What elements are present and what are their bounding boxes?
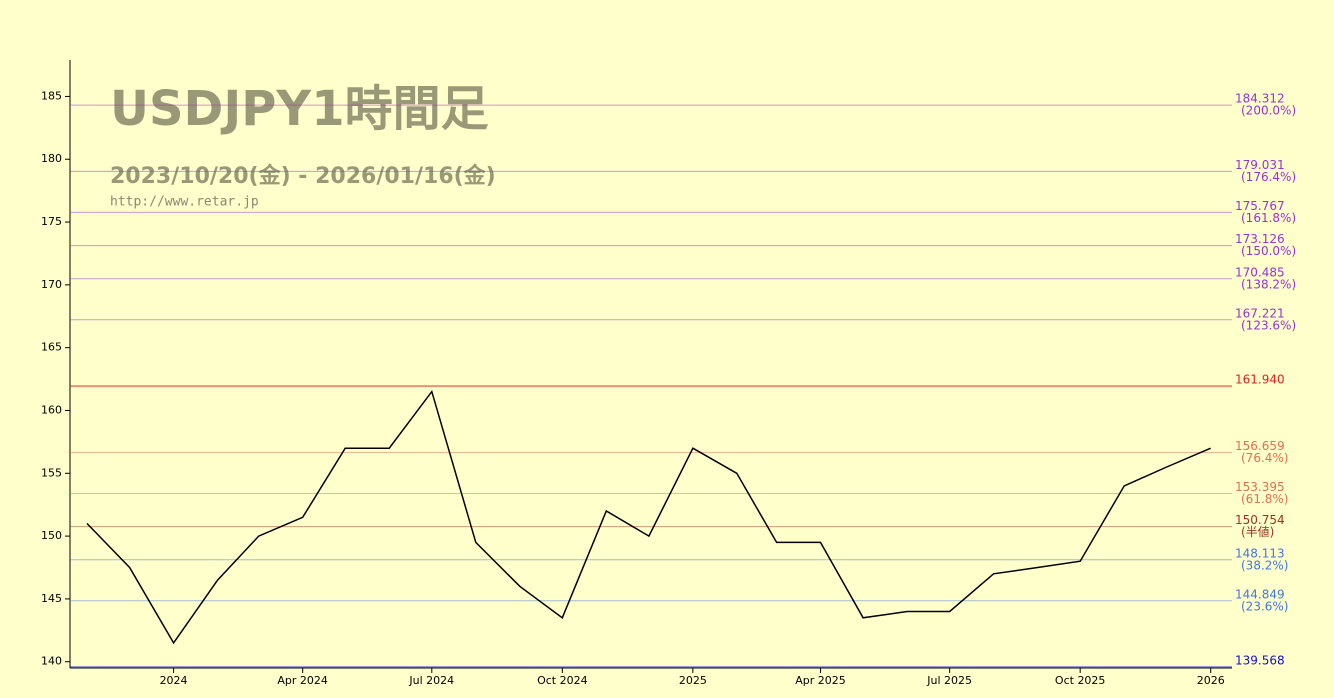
y-tick-label: 165	[41, 341, 62, 354]
x-tick-label: Apr 2025	[795, 674, 846, 687]
level-label: 173.126	[1235, 232, 1285, 246]
x-tick-label: 2024	[160, 674, 188, 687]
y-tick-label: 185	[41, 89, 62, 102]
level-note: (161.8%)	[1241, 211, 1296, 225]
level-label: 184.312	[1235, 92, 1285, 106]
x-tick-label: Jul 2024	[408, 674, 454, 687]
level-label: 156.659	[1235, 439, 1285, 453]
x-tick-label: Oct 2025	[1055, 674, 1106, 687]
level-label: 144.849	[1235, 587, 1285, 601]
y-tick-label: 155	[41, 466, 62, 479]
level-note: (150.0%)	[1241, 244, 1296, 258]
y-tick-label: 160	[41, 403, 62, 416]
x-tick-label: 2026	[1197, 674, 1225, 687]
chart-title: USDJPY1時間足	[110, 81, 489, 137]
x-tick-label: Jul 2025	[926, 674, 972, 687]
level-label: 161.940	[1235, 373, 1285, 387]
level-note: (23.6%)	[1241, 599, 1288, 613]
y-tick-label: 180	[41, 152, 62, 165]
level-note: (176.4%)	[1241, 170, 1296, 184]
chart-subtitle: 2023/10/20(金) - 2026/01/16(金)	[110, 163, 496, 189]
level-label: 167.221	[1235, 306, 1285, 320]
y-tick-label: 175	[41, 215, 62, 228]
source: http://www.retar.jp	[110, 195, 259, 210]
y-tick-label: 170	[41, 278, 62, 291]
x-tick-label: 2025	[679, 674, 707, 687]
level-note: (138.2%)	[1241, 277, 1296, 291]
level-label: 150.754	[1235, 513, 1285, 527]
level-label: 148.113	[1235, 546, 1285, 560]
level-label: 153.395	[1235, 480, 1285, 494]
level-note: (76.4%)	[1241, 451, 1288, 465]
y-tick-label: 150	[41, 529, 62, 542]
level-note: (38.2%)	[1241, 558, 1288, 572]
level-label: 175.767	[1235, 199, 1285, 213]
x-tick-label: Apr 2024	[277, 674, 328, 687]
x-tick-label: Oct 2024	[537, 674, 588, 687]
level-note: (123.6%)	[1241, 318, 1296, 332]
level-label: 179.031	[1235, 158, 1285, 172]
y-tick-label: 145	[41, 592, 62, 605]
y-tick-label: 140	[41, 655, 62, 668]
level-note: (半値)	[1241, 524, 1274, 539]
level-label: 170.485	[1235, 265, 1285, 279]
price-line	[86, 389, 1211, 645]
level-note: (61.8%)	[1241, 492, 1288, 506]
level-note: (200.0%)	[1241, 104, 1296, 118]
level-label: 139.568	[1235, 654, 1285, 668]
